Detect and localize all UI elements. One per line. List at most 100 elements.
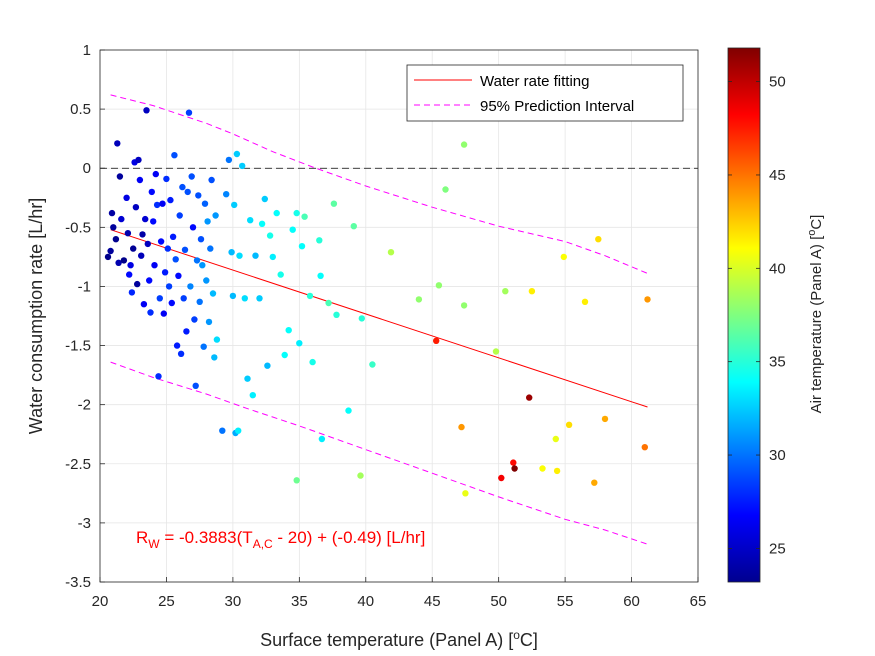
- x-tick-label: 60: [623, 593, 640, 610]
- colorbar-label-main: Air temperature (Panel A) [: [808, 235, 825, 413]
- data-point: [266, 232, 274, 239]
- data-point: [211, 354, 218, 361]
- data-point: [181, 246, 189, 253]
- data-point: [498, 474, 505, 482]
- data-point: [233, 150, 241, 158]
- data-point: [330, 200, 338, 207]
- y-tick-label: 0: [83, 160, 91, 177]
- data-point: [187, 283, 194, 290]
- data-point: [595, 236, 602, 243]
- data-point: [358, 315, 365, 322]
- data-point: [195, 192, 202, 199]
- legend-box: [406, 64, 684, 122]
- x-axis-label-unit: C]: [520, 630, 538, 650]
- data-point: [591, 479, 598, 486]
- data-point: [231, 201, 238, 209]
- data-point: [132, 204, 140, 211]
- data-point: [252, 252, 259, 259]
- data-point: [293, 209, 300, 217]
- data-point: [107, 247, 114, 255]
- data-point: [196, 298, 203, 305]
- prediction-interval-upper: [110, 94, 648, 274]
- data-point: [309, 358, 316, 366]
- legend-pi-label: 95% Prediction Interval: [480, 98, 634, 115]
- data-point: [172, 256, 179, 263]
- x-tick-label: 55: [557, 593, 574, 610]
- data-point: [333, 311, 340, 318]
- data-point: [207, 245, 214, 252]
- data-point: [140, 301, 148, 308]
- data-point: [118, 215, 125, 223]
- data-point: [565, 421, 573, 428]
- data-point: [115, 259, 122, 266]
- y-tick-label: 0.5: [70, 101, 91, 118]
- legend-fit-label: Water rate fitting: [480, 73, 589, 90]
- data-point: [256, 295, 263, 302]
- colorbar-label-unit: C]: [808, 215, 825, 230]
- colorbar-tick-label: 35: [769, 354, 786, 371]
- plot-area: [100, 50, 698, 582]
- data-point: [281, 351, 288, 359]
- data-point: [183, 328, 190, 335]
- y-axis-label: Water consumption rate [L/hr]: [26, 198, 46, 434]
- data-point: [189, 224, 197, 231]
- data-point: [135, 156, 142, 164]
- data-point: [163, 175, 170, 183]
- data-point: [460, 302, 468, 309]
- x-axis-label-main: Surface temperature (Panel A) [: [260, 630, 513, 650]
- data-point: [205, 318, 213, 326]
- prediction-interval-lower: [110, 361, 648, 545]
- data-point: [171, 152, 178, 159]
- plot-frame: [99, 49, 699, 583]
- data-point: [138, 252, 145, 259]
- x-axis-label-sup: o: [513, 628, 520, 642]
- data-point: [175, 272, 182, 279]
- data-point: [269, 253, 276, 261]
- y-tick-label: -3.5: [65, 574, 91, 591]
- data-point: [209, 290, 217, 297]
- data-point: [258, 220, 266, 227]
- data-point: [153, 201, 161, 209]
- data-point: [128, 289, 136, 296]
- data-point: [204, 218, 211, 225]
- data-point: [261, 195, 268, 203]
- data-point: [157, 238, 165, 245]
- x-axis-ticks: 20 25 30 35 40 45 50 55 60 65: [92, 577, 706, 610]
- data-point: [176, 212, 183, 219]
- colorbar: [727, 47, 761, 583]
- data-point: [191, 316, 198, 323]
- data-point: [127, 262, 134, 269]
- data-point: [143, 107, 150, 114]
- colorbar-tick-label: 45: [769, 167, 786, 184]
- data-point: [241, 295, 248, 302]
- data-point: [164, 245, 171, 252]
- eq-sub-2: A,C: [253, 537, 273, 551]
- data-point: [249, 392, 256, 399]
- x-tick-label: 50: [490, 593, 507, 610]
- data-point: [114, 140, 121, 147]
- data-point: [442, 186, 449, 193]
- data-point: [116, 173, 124, 180]
- data-point: [199, 262, 206, 269]
- data-point: [212, 212, 219, 219]
- data-point: [345, 407, 352, 414]
- data-point: [136, 176, 144, 184]
- data-point: [104, 253, 112, 261]
- data-point: [123, 194, 130, 201]
- data-point: [285, 327, 292, 334]
- data-point: [152, 170, 159, 178]
- data-point: [298, 243, 306, 250]
- data-point: [173, 342, 181, 349]
- data-point: [553, 467, 561, 475]
- data-point: [148, 188, 155, 196]
- colorbar-ticks: 25 30 35 40 45 50: [728, 74, 786, 557]
- data-point: [146, 277, 153, 284]
- data-point: [188, 173, 195, 180]
- colorbar-label: Air temperature (Panel A) [oC]: [806, 215, 825, 414]
- data-points: [104, 107, 651, 497]
- data-point: [387, 249, 395, 256]
- y-tick-label: -1.5: [65, 338, 91, 355]
- data-point: [150, 218, 157, 225]
- data-point: [301, 213, 308, 220]
- y-tick-label: -0.5: [65, 219, 91, 236]
